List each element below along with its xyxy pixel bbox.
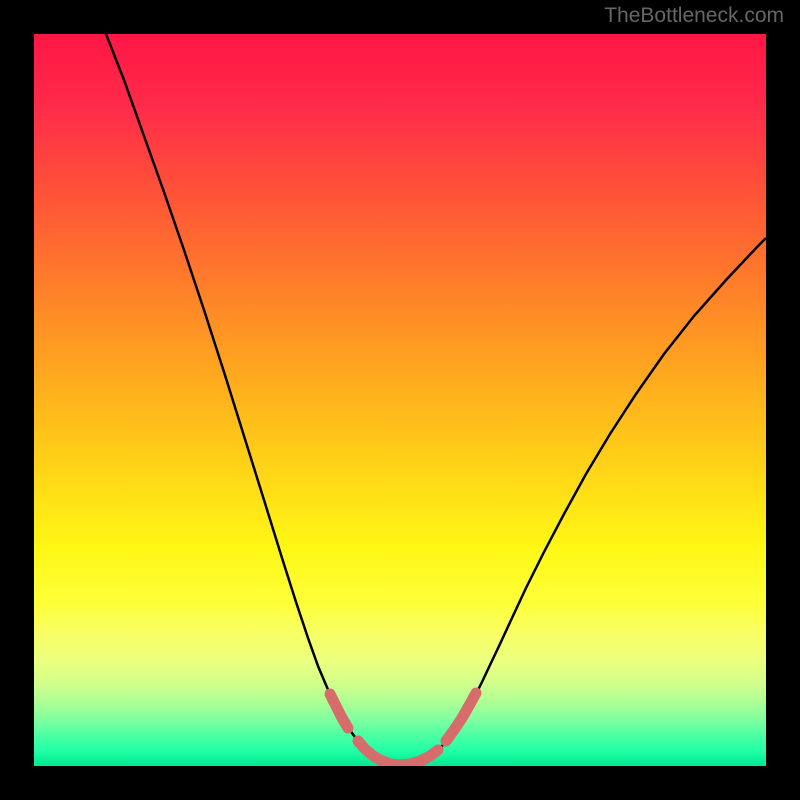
watermark-text: TheBottleneck.com: [604, 4, 784, 28]
highlight-segment: [446, 693, 476, 741]
chart-curves: [34, 34, 766, 766]
bottleneck-curve: [106, 34, 766, 765]
chart-plot-area: [34, 34, 766, 766]
highlight-segments: [330, 693, 476, 765]
highlight-segment: [330, 694, 348, 728]
highlight-segment: [358, 741, 438, 765]
